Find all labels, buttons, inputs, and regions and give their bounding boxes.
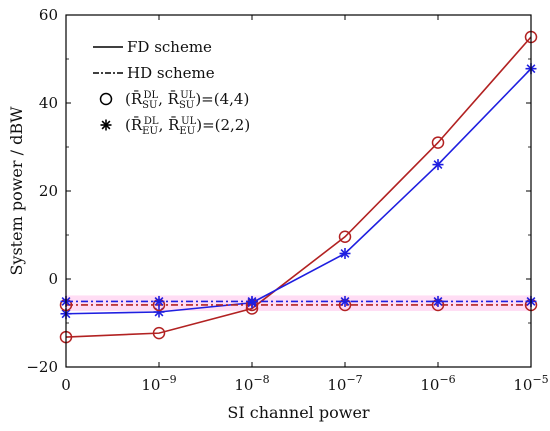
x-tick-label: 10−5 — [513, 373, 548, 394]
x-tick-label: 10−9 — [141, 373, 176, 394]
circle-marker — [338, 230, 352, 244]
x-tick-label: 10−8 — [234, 373, 269, 394]
legend-item-0: FD scheme — [93, 38, 212, 56]
series-line — [65, 68, 532, 315]
highlight-glow-layer — [66, 295, 531, 311]
y-tick-label: 0 — [48, 270, 58, 288]
star-marker — [154, 296, 164, 306]
x-tick-label: 10−7 — [327, 373, 362, 394]
axis-ticks — [65, 14, 532, 368]
hd-glow-band — [66, 295, 531, 311]
star-marker — [101, 120, 111, 130]
series-line — [65, 36, 532, 338]
star-marker — [340, 249, 350, 258]
x-tick-label: 10−6 — [420, 373, 455, 394]
star-marker — [340, 296, 350, 306]
legend: FD scheme HD scheme (R̄SUDL, R̄SUUL)=(4,4)… — [93, 38, 250, 137]
legend-label: FD scheme — [127, 38, 212, 56]
legend-item-1: HD scheme — [93, 64, 215, 82]
y-tick-label: 20 — [39, 182, 58, 200]
legend-item-3: (R̄EUDL, R̄EUUL)=(2,2) — [100, 116, 250, 137]
legend-label: (R̄EUDL, R̄EUUL)=(2,2) — [125, 116, 250, 137]
star-marker — [247, 296, 257, 306]
star-marker — [433, 296, 443, 306]
legend-item-2: (R̄SUDL, R̄SUUL)=(4,4) — [99, 90, 249, 111]
circle-marker — [152, 326, 166, 340]
y-tick-label: −20 — [26, 358, 58, 376]
circle-marker — [99, 92, 113, 106]
star-marker — [433, 160, 443, 170]
legend-label: (R̄SUDL, R̄SUUL)=(4,4) — [125, 90, 249, 111]
x-axis-label: SI channel power — [227, 403, 369, 422]
y-tick-label: 60 — [39, 6, 58, 24]
circle-marker — [431, 136, 445, 149]
legend-label: HD scheme — [127, 64, 215, 82]
y-axis-label: System power / dBW — [7, 106, 26, 276]
x-tick-label: 0 — [61, 376, 71, 394]
y-tick-label: 40 — [39, 94, 58, 112]
